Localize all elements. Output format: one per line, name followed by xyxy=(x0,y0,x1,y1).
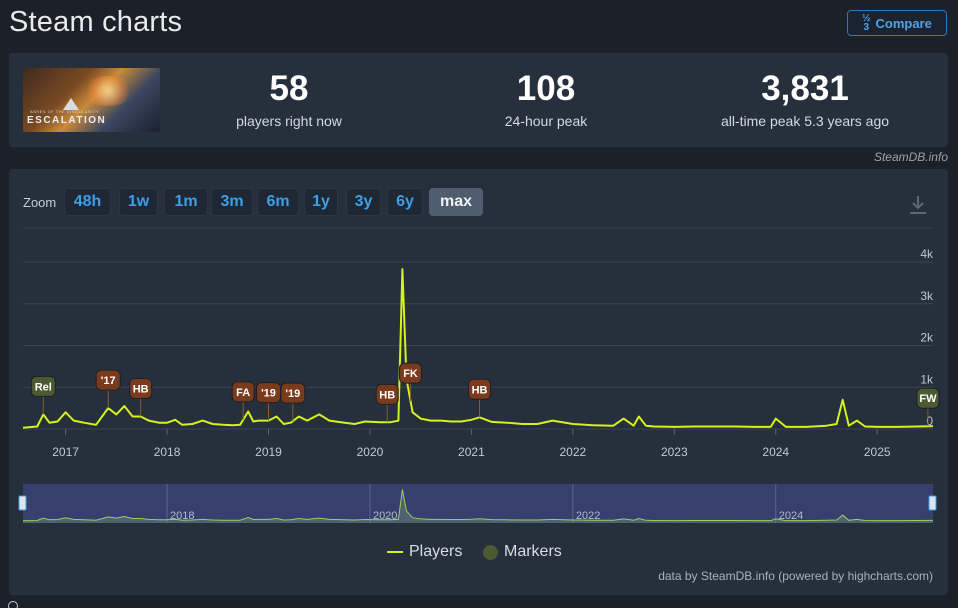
bottom-strip xyxy=(0,600,958,608)
marker-label: HB xyxy=(472,384,488,396)
steamdb-credit[interactable]: SteamDB.info xyxy=(873,150,948,164)
game-thumbnail[interactable]: ASHES OF THE SINGULARITY ESCALATION xyxy=(23,68,160,132)
x-tick-label: 2020 xyxy=(357,445,384,459)
marker-label: '17 xyxy=(101,375,116,387)
marker-label: Rel xyxy=(35,381,52,393)
zoom-button-max[interactable]: max xyxy=(429,188,483,216)
stat-alltime-peak: 3,831 all-time peak 5.3 years ago xyxy=(695,69,915,129)
navigator-handle xyxy=(928,495,937,511)
zoom-label: Zoom xyxy=(23,195,57,210)
x-tick-label: 2021 xyxy=(458,445,485,459)
marker-flag xyxy=(468,378,492,400)
info-icon xyxy=(8,601,18,608)
legend-markers-label: Markers xyxy=(504,543,562,560)
marker-label: FW xyxy=(919,393,937,405)
zoom-button-1m[interactable]: 1m xyxy=(164,188,208,216)
y-tick-label: 2k xyxy=(920,331,934,345)
navigator-handle xyxy=(18,495,27,511)
zoom-button-1w[interactable]: 1w xyxy=(119,188,158,216)
navigator-tick-label: 2020 xyxy=(373,510,397,522)
marker-label: HB xyxy=(133,383,149,395)
marker-label: '19 xyxy=(261,388,276,400)
compare-label: Compare xyxy=(875,15,932,31)
marker-label: FK xyxy=(403,368,418,380)
x-tick-label: 2025 xyxy=(864,445,891,459)
x-tick-label: 2024 xyxy=(762,445,789,459)
x-tick-label: 2017 xyxy=(52,445,79,459)
legend-markers[interactable]: Markers xyxy=(483,543,562,561)
page-title: Steam charts xyxy=(9,6,183,38)
y-tick-label: 3k xyxy=(920,289,934,303)
stat-24h-peak-value: 108 xyxy=(516,69,576,108)
marker-flag xyxy=(129,377,153,399)
navigator-tick-label: 2022 xyxy=(576,510,600,522)
marker-flag xyxy=(375,383,399,405)
navigator-area xyxy=(23,489,933,523)
x-tick-label: 2023 xyxy=(661,445,688,459)
x-tick-label: 2019 xyxy=(255,445,282,459)
players-line xyxy=(22,268,934,429)
navigator-line xyxy=(22,489,934,522)
stat-24h-peak: 108 24-hour peak xyxy=(446,69,646,129)
stat-current-value: 58 xyxy=(269,69,309,108)
legend-players-label: Players xyxy=(409,543,463,560)
navigator-background xyxy=(23,484,933,523)
marker-flag xyxy=(399,362,423,384)
thumbnail-flare xyxy=(83,76,133,106)
zoom-button-48h[interactable]: 48h xyxy=(64,188,111,216)
stat-current-label: players right now xyxy=(236,113,342,129)
y-tick-label: 0 xyxy=(926,414,933,428)
stat-current: 58 players right now xyxy=(189,69,389,129)
game-logo-icon xyxy=(63,98,79,110)
x-tick-label: 2018 xyxy=(154,445,181,459)
y-tick-label: 4k xyxy=(920,247,934,261)
marker-label: FA xyxy=(236,387,250,399)
marker-label: HB xyxy=(379,389,395,401)
marker-flag xyxy=(280,382,306,404)
marker-flag xyxy=(916,387,940,409)
zoom-button-1y[interactable]: 1y xyxy=(304,188,338,216)
marker-label: '19 xyxy=(285,388,300,400)
highcharts-credit[interactable]: data by SteamDB.info (powered by highcha… xyxy=(658,569,933,583)
legend-players[interactable]: Players xyxy=(387,543,462,561)
game-logo-title: ESCALATION xyxy=(27,115,107,126)
game-logo-subtitle: ASHES OF THE SINGULARITY xyxy=(30,109,100,114)
navigator-tick-label: 2024 xyxy=(779,510,803,522)
marker-flag xyxy=(231,381,255,403)
download-icon[interactable] xyxy=(909,195,927,215)
stats-panel: ASHES OF THE SINGULARITY ESCALATION 58 p… xyxy=(9,53,948,147)
zoom-button-3y[interactable]: 3y xyxy=(346,188,381,216)
stat-alltime-peak-label: all-time peak 5.3 years ago xyxy=(720,113,890,129)
marker-flag xyxy=(95,369,121,391)
zoom-button-3m[interactable]: 3m xyxy=(211,188,253,216)
stat-alltime-peak-value: 3,831 xyxy=(761,69,849,108)
y-tick-label: 1k xyxy=(920,372,934,386)
markers-swatch xyxy=(483,544,498,560)
zoom-button-6y[interactable]: 6y xyxy=(387,188,423,216)
players-swatch xyxy=(387,551,403,553)
marker-flag xyxy=(30,375,56,397)
zoom-button-6m[interactable]: 6m xyxy=(257,188,299,216)
x-tick-label: 2022 xyxy=(560,445,587,459)
stat-24h-peak-label: 24-hour peak xyxy=(504,113,588,129)
